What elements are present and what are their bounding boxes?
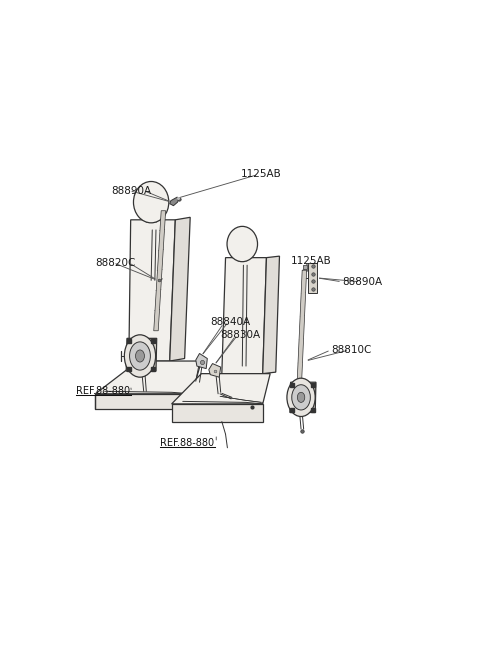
Circle shape	[135, 350, 144, 362]
Text: REF.88-880: REF.88-880	[76, 386, 130, 396]
Polygon shape	[126, 339, 156, 371]
Circle shape	[287, 378, 315, 417]
Ellipse shape	[133, 181, 169, 223]
Polygon shape	[222, 257, 266, 373]
Text: 1125AB: 1125AB	[240, 170, 281, 179]
Text: 88890A: 88890A	[111, 185, 152, 196]
Text: 88890A: 88890A	[343, 277, 383, 287]
Polygon shape	[96, 394, 192, 409]
Polygon shape	[290, 383, 316, 413]
Text: REF.88-880: REF.88-880	[160, 438, 215, 448]
Text: 88810C: 88810C	[332, 345, 372, 355]
Polygon shape	[309, 263, 317, 293]
Polygon shape	[129, 220, 175, 361]
Polygon shape	[172, 373, 270, 404]
Polygon shape	[170, 217, 190, 361]
Circle shape	[292, 384, 311, 410]
Polygon shape	[209, 364, 221, 377]
Text: 88830A: 88830A	[220, 330, 260, 340]
Circle shape	[130, 342, 150, 370]
Text: 1125AB: 1125AB	[290, 256, 331, 266]
Ellipse shape	[227, 227, 258, 262]
Polygon shape	[297, 271, 307, 386]
Polygon shape	[263, 256, 279, 373]
Polygon shape	[196, 354, 207, 369]
Polygon shape	[96, 394, 202, 409]
Circle shape	[297, 392, 305, 402]
Polygon shape	[96, 361, 202, 394]
Polygon shape	[154, 211, 166, 331]
Polygon shape	[170, 197, 179, 206]
Text: 88840A: 88840A	[211, 317, 251, 327]
Circle shape	[124, 335, 156, 377]
Polygon shape	[172, 404, 263, 422]
Text: 88820C: 88820C	[96, 257, 136, 268]
